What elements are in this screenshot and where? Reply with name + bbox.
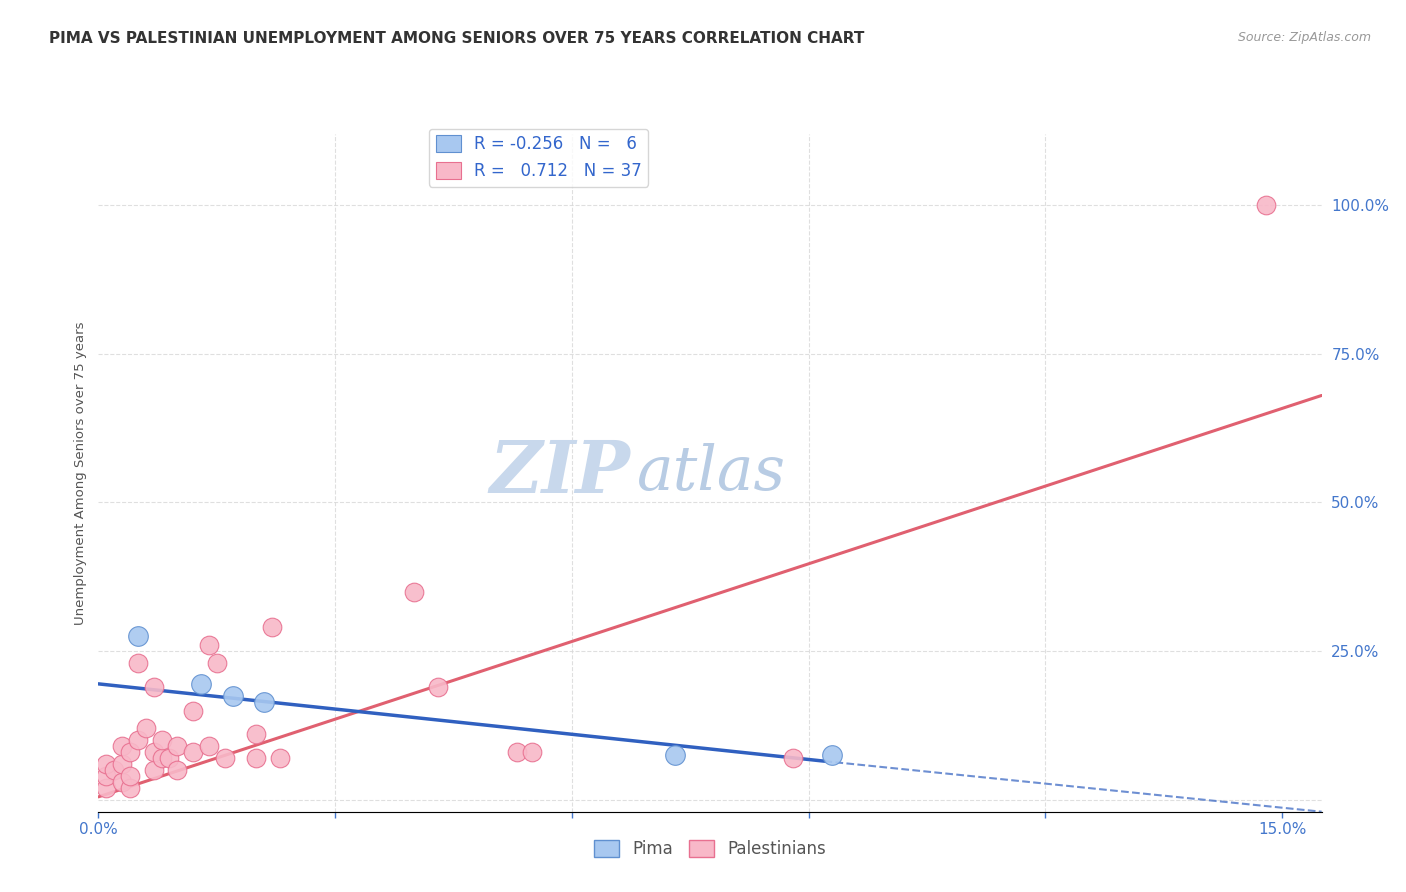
Point — [166, 763, 188, 777]
Point — [150, 733, 173, 747]
Y-axis label: Unemployment Among Seniors over 75 years: Unemployment Among Seniors over 75 years — [75, 321, 87, 624]
Point — [821, 748, 844, 763]
Point — [118, 780, 141, 795]
Point — [782, 751, 804, 765]
Point — [245, 727, 267, 741]
Point — [190, 677, 212, 691]
Point — [404, 584, 426, 599]
Point — [96, 780, 118, 795]
Point — [150, 751, 173, 765]
Point — [127, 629, 149, 643]
Point — [111, 757, 134, 772]
Point — [103, 763, 125, 777]
Point — [198, 638, 221, 652]
Point — [221, 689, 243, 703]
Point — [245, 751, 267, 765]
Point — [118, 769, 141, 783]
Legend: Pima, Palestinians: Pima, Palestinians — [586, 833, 834, 864]
Point — [260, 620, 283, 634]
Point — [127, 656, 149, 670]
Point — [253, 695, 276, 709]
Point — [135, 722, 157, 736]
Point — [111, 739, 134, 754]
Text: Source: ZipAtlas.com: Source: ZipAtlas.com — [1237, 31, 1371, 45]
Point — [142, 763, 165, 777]
Text: atlas: atlas — [637, 442, 786, 503]
Point — [159, 751, 181, 765]
Point — [96, 769, 118, 783]
Point — [269, 751, 291, 765]
Point — [96, 757, 118, 772]
Text: PIMA VS PALESTINIAN UNEMPLOYMENT AMONG SENIORS OVER 75 YEARS CORRELATION CHART: PIMA VS PALESTINIAN UNEMPLOYMENT AMONG S… — [49, 31, 865, 46]
Point — [127, 733, 149, 747]
Point — [522, 745, 544, 759]
Point — [198, 739, 221, 754]
Point — [1256, 198, 1278, 212]
Point — [166, 739, 188, 754]
Point — [181, 704, 204, 718]
Point — [111, 775, 134, 789]
Point — [664, 748, 686, 763]
Text: ZIP: ZIP — [489, 437, 630, 508]
Point — [214, 751, 236, 765]
Point — [426, 680, 449, 694]
Point — [142, 745, 165, 759]
Point — [118, 745, 141, 759]
Point — [505, 745, 527, 759]
Point — [205, 656, 228, 670]
Point — [142, 680, 165, 694]
Point — [181, 745, 204, 759]
